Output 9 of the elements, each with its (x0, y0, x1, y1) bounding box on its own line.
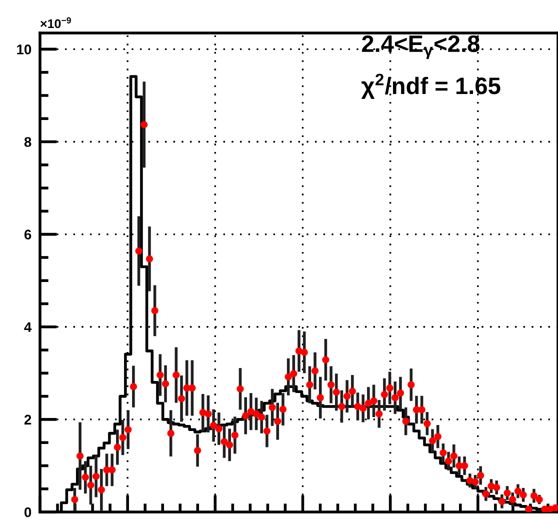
y-tick-label: 4 (24, 322, 32, 332)
y-tick-label: 0 (24, 507, 32, 518)
y-tick-label: 10 (17, 44, 32, 54)
text: ×10$^{−9}$ (40, 17, 71, 28)
annotation: 2.4<E$_{γ}$<2.8 (362, 35, 480, 60)
y-tick-label: 6 (24, 230, 32, 240)
y-tick-label: 8 (24, 137, 32, 147)
y-tick-label: 2 (24, 414, 32, 424)
annotation: χ$^{2}$/ndf = 1.65 (361, 74, 500, 99)
